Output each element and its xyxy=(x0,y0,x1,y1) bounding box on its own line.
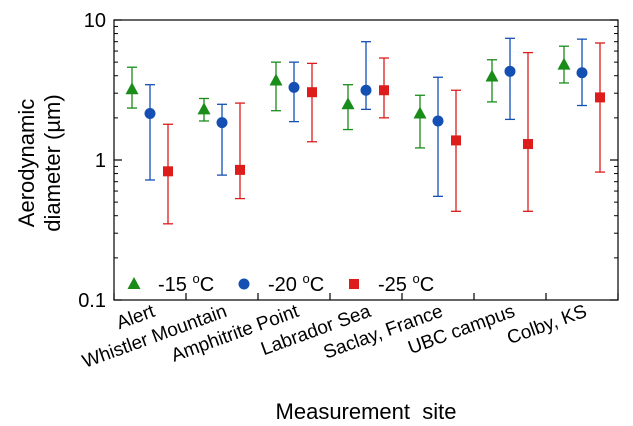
circle-marker xyxy=(288,81,300,93)
legend-triangle-marker xyxy=(127,277,141,289)
y-axis-label-line2: diameter (µm) xyxy=(40,94,65,231)
triangle-marker xyxy=(197,102,211,115)
data-markers xyxy=(125,57,605,177)
circle-marker xyxy=(576,67,588,79)
y-tick-label: 0.1 xyxy=(78,290,106,312)
legend-circle-marker xyxy=(238,278,250,290)
circle-marker xyxy=(504,65,516,77)
y-axis-label-line1: Aerodynamic xyxy=(14,99,39,227)
circle-marker xyxy=(216,117,228,129)
x-tick-label: Colby, KS xyxy=(504,301,589,349)
x-axis-label: Measurement site xyxy=(276,399,457,424)
circle-marker xyxy=(432,115,444,127)
error-bars xyxy=(127,37,605,225)
legend-label: -15 oC xyxy=(158,271,214,296)
y-tick-label: 1 xyxy=(95,150,106,172)
square-marker xyxy=(451,135,461,146)
square-marker xyxy=(163,166,173,177)
square-marker xyxy=(523,139,533,150)
circle-marker xyxy=(360,84,372,96)
legend-label: -25 oC xyxy=(378,271,434,296)
legend: -15 oC -20 oC -25 oC xyxy=(127,271,434,296)
triangle-marker xyxy=(413,106,427,119)
square-marker xyxy=(235,164,245,175)
circle-marker xyxy=(144,107,156,119)
y-tick-label: 10 xyxy=(84,10,106,32)
triangle-marker xyxy=(125,82,139,95)
triangle-marker xyxy=(557,57,571,70)
triangle-marker xyxy=(341,97,355,110)
legend-square-marker xyxy=(349,279,359,289)
triangle-marker xyxy=(485,69,499,82)
axis-ticks xyxy=(113,19,619,301)
y-tick-labels: 0.1 1 10 xyxy=(78,10,106,312)
square-marker xyxy=(595,92,605,103)
triangle-marker xyxy=(269,73,283,86)
square-marker xyxy=(379,85,389,96)
legend-label: -20 oC xyxy=(268,271,324,296)
square-marker xyxy=(307,87,317,98)
